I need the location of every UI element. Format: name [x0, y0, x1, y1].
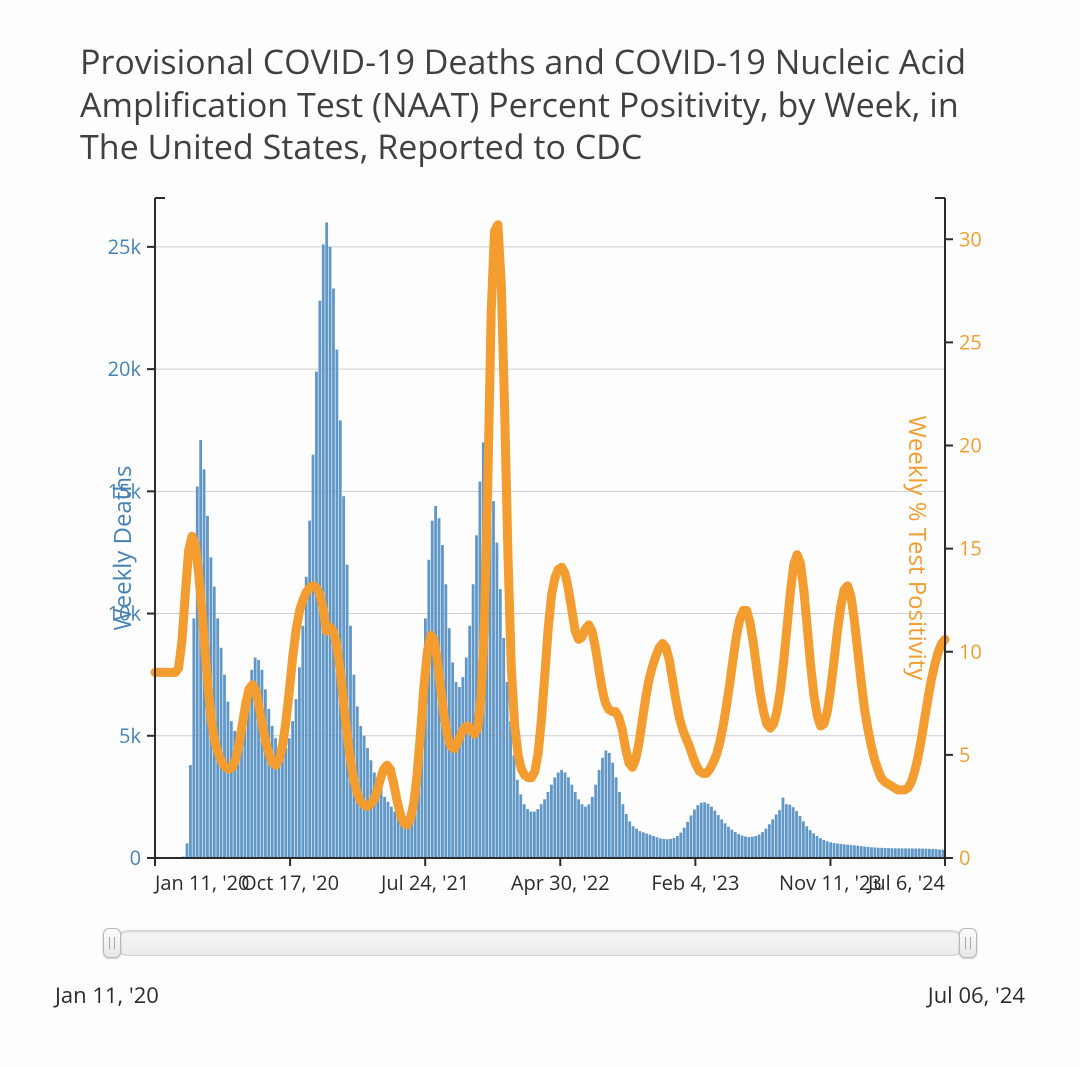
slider-handle-start[interactable]	[103, 928, 121, 958]
svg-text:5: 5	[959, 740, 970, 767]
svg-text:0: 0	[130, 844, 141, 871]
svg-text:5k: 5k	[119, 721, 141, 748]
chart: Weekly Deaths Weekly % Test Positivity 0…	[60, 188, 1020, 908]
y-left-axis-title: Weekly Deaths	[106, 465, 139, 630]
svg-text:0: 0	[959, 844, 970, 871]
svg-text:Jan 11, '20: Jan 11, '20	[153, 869, 249, 896]
svg-text:Jul 6, '24: Jul 6, '24	[866, 869, 946, 896]
date-range-slider[interactable]	[105, 926, 975, 960]
range-end-label: Jul 06, '24	[928, 980, 1025, 1010]
slider-handle-end[interactable]	[959, 928, 977, 958]
chart-title: Provisional COVID-19 Deaths and COVID-19…	[80, 40, 1020, 168]
slider-track[interactable]	[115, 930, 965, 956]
svg-text:20: 20	[959, 431, 982, 458]
svg-text:10: 10	[959, 637, 982, 664]
svg-text:20k: 20k	[108, 355, 142, 382]
svg-text:Nov 11, '23: Nov 11, '23	[779, 869, 882, 896]
y-right-axis-title: Weekly % Test Positivity	[901, 415, 934, 680]
svg-text:15: 15	[959, 534, 982, 561]
svg-text:Feb 4, '23: Feb 4, '23	[651, 869, 739, 896]
svg-text:30: 30	[959, 225, 982, 252]
chart-svg: 05k10k15k20k25k051015202530Jan 11, '20Oc…	[60, 188, 1020, 908]
svg-text:Oct 17, '20: Oct 17, '20	[241, 869, 339, 896]
svg-text:25k: 25k	[108, 232, 142, 259]
svg-text:Apr 30, '22: Apr 30, '22	[511, 869, 610, 896]
range-start-label: Jan 11, '20	[55, 980, 159, 1010]
svg-text:25: 25	[959, 328, 982, 355]
svg-text:Jul 24, '21: Jul 24, '21	[379, 869, 469, 896]
